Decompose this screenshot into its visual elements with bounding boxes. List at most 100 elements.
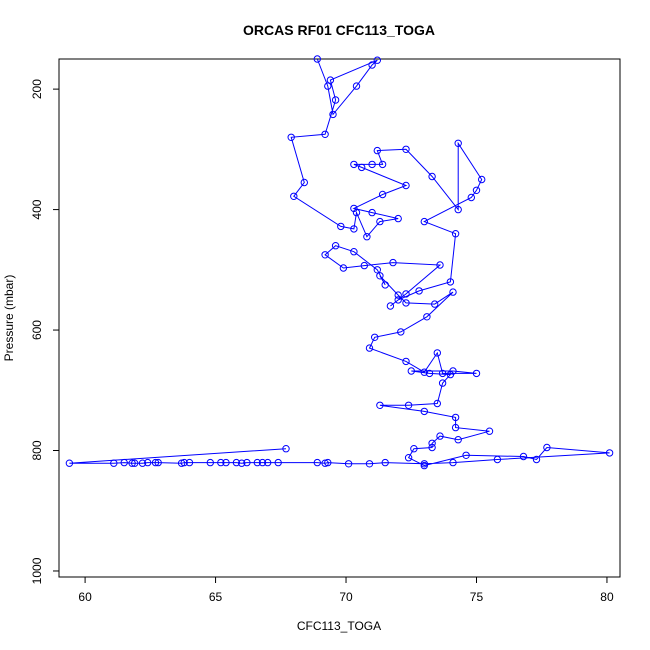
data-point <box>376 401 384 409</box>
data-point <box>373 56 381 64</box>
data-point <box>451 423 460 432</box>
data-point <box>350 248 358 256</box>
y-tick-label: 400 <box>30 199 44 219</box>
data-point <box>363 233 371 241</box>
data-point <box>282 445 290 453</box>
data-point <box>151 458 160 467</box>
x-tick-label: 70 <box>339 590 353 604</box>
data-point <box>131 459 139 467</box>
plot-frame <box>58 58 621 578</box>
data-point <box>428 439 436 447</box>
data-point <box>324 82 332 90</box>
data-point <box>350 225 358 233</box>
data-point <box>243 458 251 467</box>
data-point <box>438 379 447 387</box>
data-point <box>238 459 246 467</box>
data-point <box>154 458 162 467</box>
data-point <box>410 445 418 453</box>
data-point <box>451 230 460 238</box>
series-line <box>69 58 610 467</box>
data-point <box>206 458 215 467</box>
data-point <box>321 251 329 259</box>
data-point <box>402 290 410 298</box>
data-point <box>446 278 455 286</box>
data-point <box>402 181 410 190</box>
x-tick-label: 65 <box>209 590 223 604</box>
data-point <box>428 172 436 181</box>
data-point <box>339 264 348 272</box>
data-point <box>365 460 374 468</box>
data-point <box>144 458 152 467</box>
data-point <box>493 455 502 464</box>
data-point <box>472 186 481 195</box>
data-point <box>402 357 410 366</box>
data-point <box>433 349 441 357</box>
data-point <box>454 205 462 214</box>
data-point <box>376 272 384 280</box>
data-point <box>337 222 345 231</box>
y-tick-label: 1000 <box>30 557 44 584</box>
chart-title: ORCAS RF01 CFC113_TOGA <box>243 22 435 38</box>
data-point <box>274 458 282 467</box>
data-point <box>386 302 395 310</box>
data-point <box>324 458 332 467</box>
data-point <box>344 460 353 468</box>
data-point <box>365 344 374 352</box>
x-tick-label: 60 <box>78 590 92 604</box>
data-point <box>519 452 528 461</box>
data-point <box>360 261 368 270</box>
data-point <box>313 55 321 63</box>
data-point <box>472 369 481 378</box>
data-point <box>258 458 267 467</box>
data-point <box>478 175 486 184</box>
data-point <box>428 443 436 452</box>
data-point <box>120 458 128 467</box>
data-point <box>451 413 460 422</box>
y-axis: 200 400 600 800 1000 <box>30 79 59 584</box>
data-point <box>485 427 494 435</box>
data-point <box>423 313 431 321</box>
data-point <box>253 458 261 467</box>
data-point <box>407 367 415 375</box>
data-point <box>543 443 551 452</box>
data-point <box>329 110 337 119</box>
data-point <box>313 458 321 467</box>
data-point <box>373 266 381 274</box>
data-point <box>394 291 402 299</box>
data-point <box>381 281 389 289</box>
data-point <box>185 458 194 467</box>
data-point <box>232 458 241 467</box>
data-point <box>420 460 428 468</box>
data-point <box>290 192 298 201</box>
series-group <box>65 55 614 470</box>
data-point <box>217 458 225 467</box>
data-point <box>389 258 397 267</box>
data-point <box>128 459 136 467</box>
data-point <box>433 399 441 408</box>
data-point <box>350 204 358 213</box>
data-point <box>321 459 329 467</box>
data-point <box>438 369 447 378</box>
data-point <box>449 288 457 296</box>
data-point <box>381 458 389 467</box>
data-point <box>402 299 410 307</box>
data-point <box>368 208 376 217</box>
data-point <box>222 458 230 467</box>
data-point <box>368 61 376 69</box>
x-axis: 60 65 70 75 80 <box>78 577 614 604</box>
data-point <box>454 436 462 444</box>
data-point <box>397 328 405 336</box>
y-tick-label: 800 <box>30 440 44 460</box>
data-point <box>462 451 470 459</box>
data-point <box>350 160 358 169</box>
data-point <box>436 261 444 269</box>
data-point <box>177 459 186 467</box>
data-point <box>300 178 308 187</box>
data-point <box>331 242 340 250</box>
y-axis-label: Pressure (mbar) <box>2 275 16 362</box>
data-point <box>404 401 413 409</box>
data-point <box>371 333 379 341</box>
plot-area <box>58 58 621 578</box>
data-point <box>264 458 272 467</box>
data-point <box>326 76 335 84</box>
